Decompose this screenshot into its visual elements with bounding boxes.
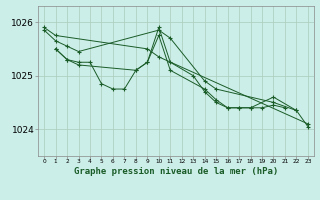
X-axis label: Graphe pression niveau de la mer (hPa): Graphe pression niveau de la mer (hPa) bbox=[74, 167, 278, 176]
